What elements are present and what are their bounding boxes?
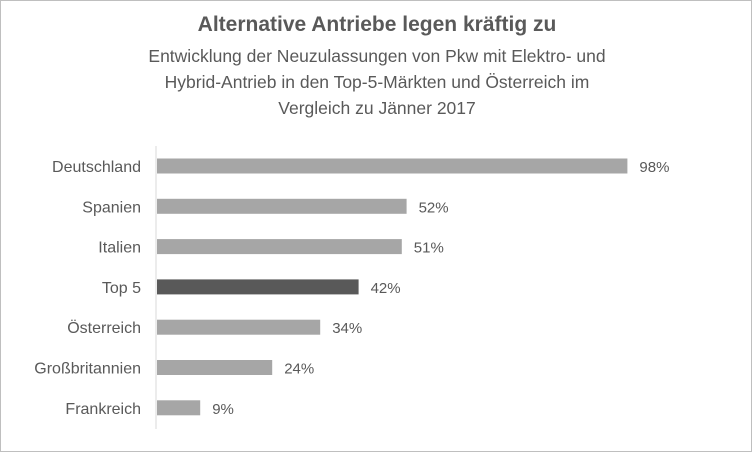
category-label-grossbritannien: Großbritannien [34, 361, 141, 378]
bar-spanien [157, 198, 407, 214]
value-label-spanien: 52% [419, 199, 449, 216]
chart-title: Alternative Antriebe legen kräftig zu [197, 13, 557, 36]
bar-frankreich [157, 400, 201, 416]
value-label-frankreich: 9% [212, 401, 234, 418]
category-label-italien: Italien [98, 240, 141, 257]
value-label-deutschland: 98% [639, 159, 669, 176]
category-label-top-5: Top 5 [102, 280, 141, 297]
bar-italien [157, 239, 402, 255]
value-label-italien: 51% [414, 240, 444, 257]
chart-subtitle-line-3: Vergleich zu Jänner 2017 [278, 98, 476, 118]
category-label-spanien: Spanien [82, 199, 141, 216]
value-label-top-5: 42% [371, 280, 401, 297]
bar-deutschland [157, 158, 628, 174]
category-label-oesterreich: Österreich [67, 319, 141, 337]
bar-oesterreich [157, 319, 321, 335]
category-label-frankreich: Frankreich [65, 401, 141, 418]
value-label-grossbritannien: 24% [284, 361, 314, 378]
bar-top-5 [157, 279, 359, 295]
chart-subtitle-line-2: Hybrid-Antrieb in den Top-5-Märkten und … [164, 72, 590, 92]
value-label-oesterreich: 34% [332, 320, 362, 337]
chart-subtitle-line-1: Entwicklung der Neuzulassungen von Pkw m… [148, 46, 606, 66]
category-label-deutschland: Deutschland [52, 159, 141, 176]
bar-grossbritannien [157, 360, 273, 375]
